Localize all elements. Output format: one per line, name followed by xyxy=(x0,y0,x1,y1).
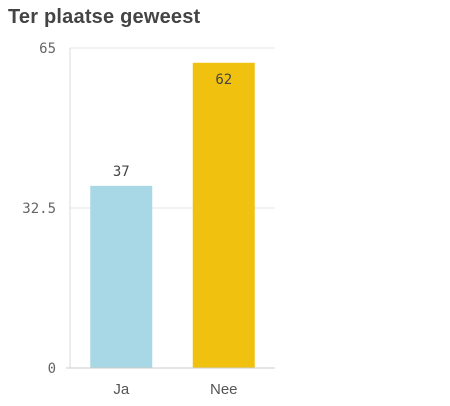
bar-nee[interactable] xyxy=(192,62,255,369)
y-tick-label: 65 xyxy=(39,41,56,57)
data-label: 62 xyxy=(215,72,232,88)
bars xyxy=(90,62,255,369)
data-label: 37 xyxy=(113,164,130,180)
bar-ja[interactable] xyxy=(90,185,153,368)
chart-title: Ter plaatse geweest xyxy=(8,6,201,28)
x-tick-label: Nee xyxy=(210,381,238,398)
x-axis: Ja Nee xyxy=(66,367,275,398)
y-axis: 0 32.5 65 xyxy=(22,41,71,377)
y-tick-label: 32.5 xyxy=(22,201,56,217)
y-tick-label: 0 xyxy=(48,361,56,377)
x-tick-label: Ja xyxy=(113,381,130,398)
data-labels: 37 62 xyxy=(113,72,232,180)
